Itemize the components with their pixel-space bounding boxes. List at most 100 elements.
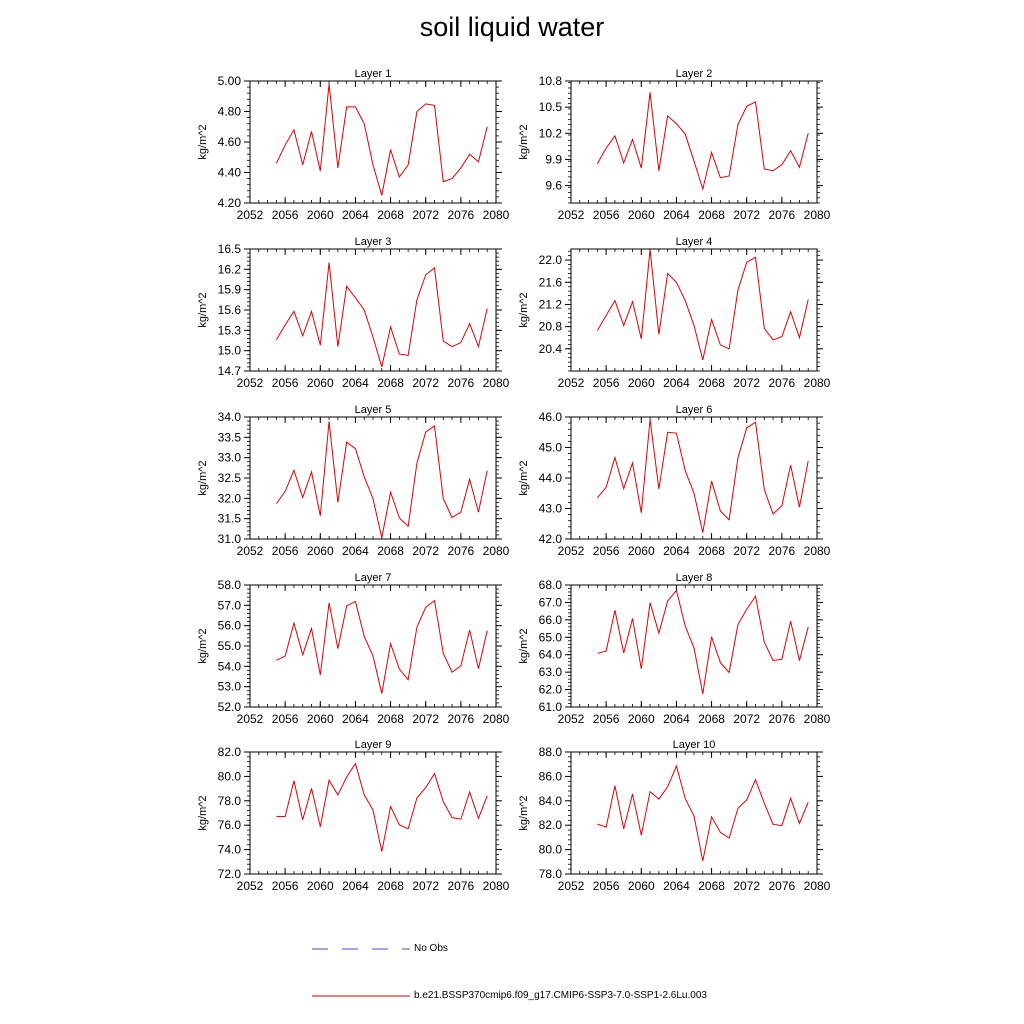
- x-tick-label: 2052: [237, 712, 264, 726]
- x-tick-label: 2052: [237, 879, 264, 893]
- y-tick-label: 9.6: [545, 179, 562, 193]
- series-line: [275, 421, 488, 538]
- x-tick-label: 2072: [412, 879, 439, 893]
- panel-title: Layer 9: [355, 739, 392, 751]
- x-tick-label: 2068: [377, 544, 404, 558]
- y-tick-label: 10.2: [539, 126, 563, 140]
- x-tick-label: 2056: [272, 208, 299, 222]
- x-tick-label: 2052: [558, 544, 585, 558]
- x-tick-label: 2076: [769, 879, 796, 893]
- y-axis-label: kg/m^2: [518, 628, 530, 663]
- x-tick-label: 2076: [448, 544, 475, 558]
- x-tick-label: 2076: [448, 879, 475, 893]
- panel-2: 2052 2056 2060 2064 2068 2072 2076 2080 9.6 9.9 10…: [518, 68, 831, 222]
- y-tick-label: 53.0: [218, 680, 242, 694]
- y-tick-label: 86.0: [539, 769, 563, 783]
- y-tick-label: 4.80: [218, 105, 242, 119]
- y-tick-label: 63.0: [539, 665, 563, 679]
- panel-title: Layer 8: [676, 572, 713, 584]
- panel-title: Layer 2: [676, 68, 713, 80]
- y-tick-label: 62.0: [539, 683, 563, 697]
- x-tick-label: 2052: [558, 376, 585, 390]
- y-tick-label: 5.00: [218, 74, 242, 88]
- panel-4: 2052 2056 2060 2064 2068 2072 2076 2080 20.4 20.8…: [518, 236, 831, 390]
- y-tick-label: 68.0: [539, 578, 563, 592]
- x-tick-label: 2072: [412, 376, 439, 390]
- y-axis-label: kg/m^2: [197, 292, 209, 327]
- y-tick-label: 21.2: [539, 297, 563, 311]
- y-tick-label: 16.2: [218, 262, 242, 276]
- x-tick-label: 2064: [342, 879, 369, 893]
- y-tick-label: 15.6: [218, 303, 242, 317]
- x-tick-label: 2076: [769, 208, 796, 222]
- x-tick-label: 2060: [628, 712, 655, 726]
- x-tick-label: 2080: [483, 544, 510, 558]
- y-tick-label: 67.0: [539, 595, 563, 609]
- x-tick-label: 2080: [804, 208, 831, 222]
- y-tick-label: 22.0: [539, 253, 563, 267]
- x-tick-label: 2072: [412, 712, 439, 726]
- y-tick-label: 14.7: [218, 364, 242, 378]
- x-tick-label: 2072: [412, 208, 439, 222]
- x-tick-label: 2068: [698, 544, 725, 558]
- y-tick-label: 32.5: [218, 471, 242, 485]
- x-tick-label: 2068: [698, 712, 725, 726]
- series-line: [276, 599, 488, 694]
- legend-obs-label: No Obs: [414, 943, 448, 954]
- series-line: [597, 764, 809, 862]
- y-tick-label: 33.0: [218, 451, 242, 465]
- x-tick-label: 2068: [698, 376, 725, 390]
- x-tick-label: 2076: [769, 712, 796, 726]
- panel-title: Layer 3: [355, 236, 392, 248]
- x-tick-label: 2060: [628, 879, 655, 893]
- y-tick-label: 57.0: [218, 598, 242, 612]
- x-tick-label: 2080: [483, 376, 510, 390]
- y-tick-label: 32.0: [218, 491, 242, 505]
- panel-10: 2052 2056 2060 2064 2068 2072 2076 2080 78.0 80.0…: [518, 739, 831, 893]
- y-tick-label: 76.0: [218, 818, 242, 832]
- x-tick-label: 2068: [377, 376, 404, 390]
- y-tick-label: 58.0: [218, 578, 242, 592]
- x-tick-label: 2060: [628, 544, 655, 558]
- x-tick-label: 2080: [804, 712, 831, 726]
- x-tick-label: 2052: [237, 208, 264, 222]
- x-tick-label: 2072: [733, 208, 760, 222]
- x-tick-label: 2052: [237, 376, 264, 390]
- y-tick-label: 42.0: [539, 532, 563, 546]
- x-tick-label: 2064: [342, 376, 369, 390]
- x-tick-label: 2060: [628, 208, 655, 222]
- y-tick-label: 15.9: [218, 283, 242, 297]
- x-tick-label: 2072: [733, 376, 760, 390]
- y-axis-label: kg/m^2: [518, 124, 530, 159]
- y-tick-label: 9.9: [545, 152, 562, 166]
- y-tick-label: 65.0: [539, 630, 563, 644]
- x-tick-label: 2056: [272, 544, 299, 558]
- x-tick-label: 2080: [804, 544, 831, 558]
- y-tick-label: 31.5: [218, 512, 242, 526]
- x-tick-label: 2064: [663, 208, 690, 222]
- y-tick-label: 4.40: [218, 166, 242, 180]
- series-line: [275, 83, 488, 196]
- panel-8: 2052 2056 2060 2064 2068 2072 2076 2080 61.0 62.0…: [518, 572, 831, 726]
- x-tick-label: 2060: [307, 208, 334, 222]
- x-tick-label: 2068: [698, 879, 725, 893]
- y-tick-label: 56.0: [218, 619, 242, 633]
- x-tick-label: 2080: [483, 879, 510, 893]
- y-tick-label: 46.0: [539, 410, 563, 424]
- y-axis-label: kg/m^2: [197, 124, 209, 159]
- y-tick-label: 45.0: [539, 441, 563, 455]
- series-line: [275, 262, 488, 368]
- panel-title: Layer 6: [676, 404, 713, 416]
- x-tick-label: 2080: [483, 712, 510, 726]
- x-tick-label: 2068: [377, 879, 404, 893]
- x-tick-label: 2052: [558, 879, 585, 893]
- x-tick-label: 2080: [483, 208, 510, 222]
- series-line: [596, 419, 809, 533]
- y-tick-label: 55.0: [218, 639, 242, 653]
- panel-title: Layer 7: [355, 572, 392, 584]
- x-tick-label: 2060: [307, 376, 334, 390]
- y-axis-label: kg/m^2: [518, 460, 530, 495]
- y-tick-label: 82.0: [539, 818, 563, 832]
- y-tick-label: 15.3: [218, 323, 242, 337]
